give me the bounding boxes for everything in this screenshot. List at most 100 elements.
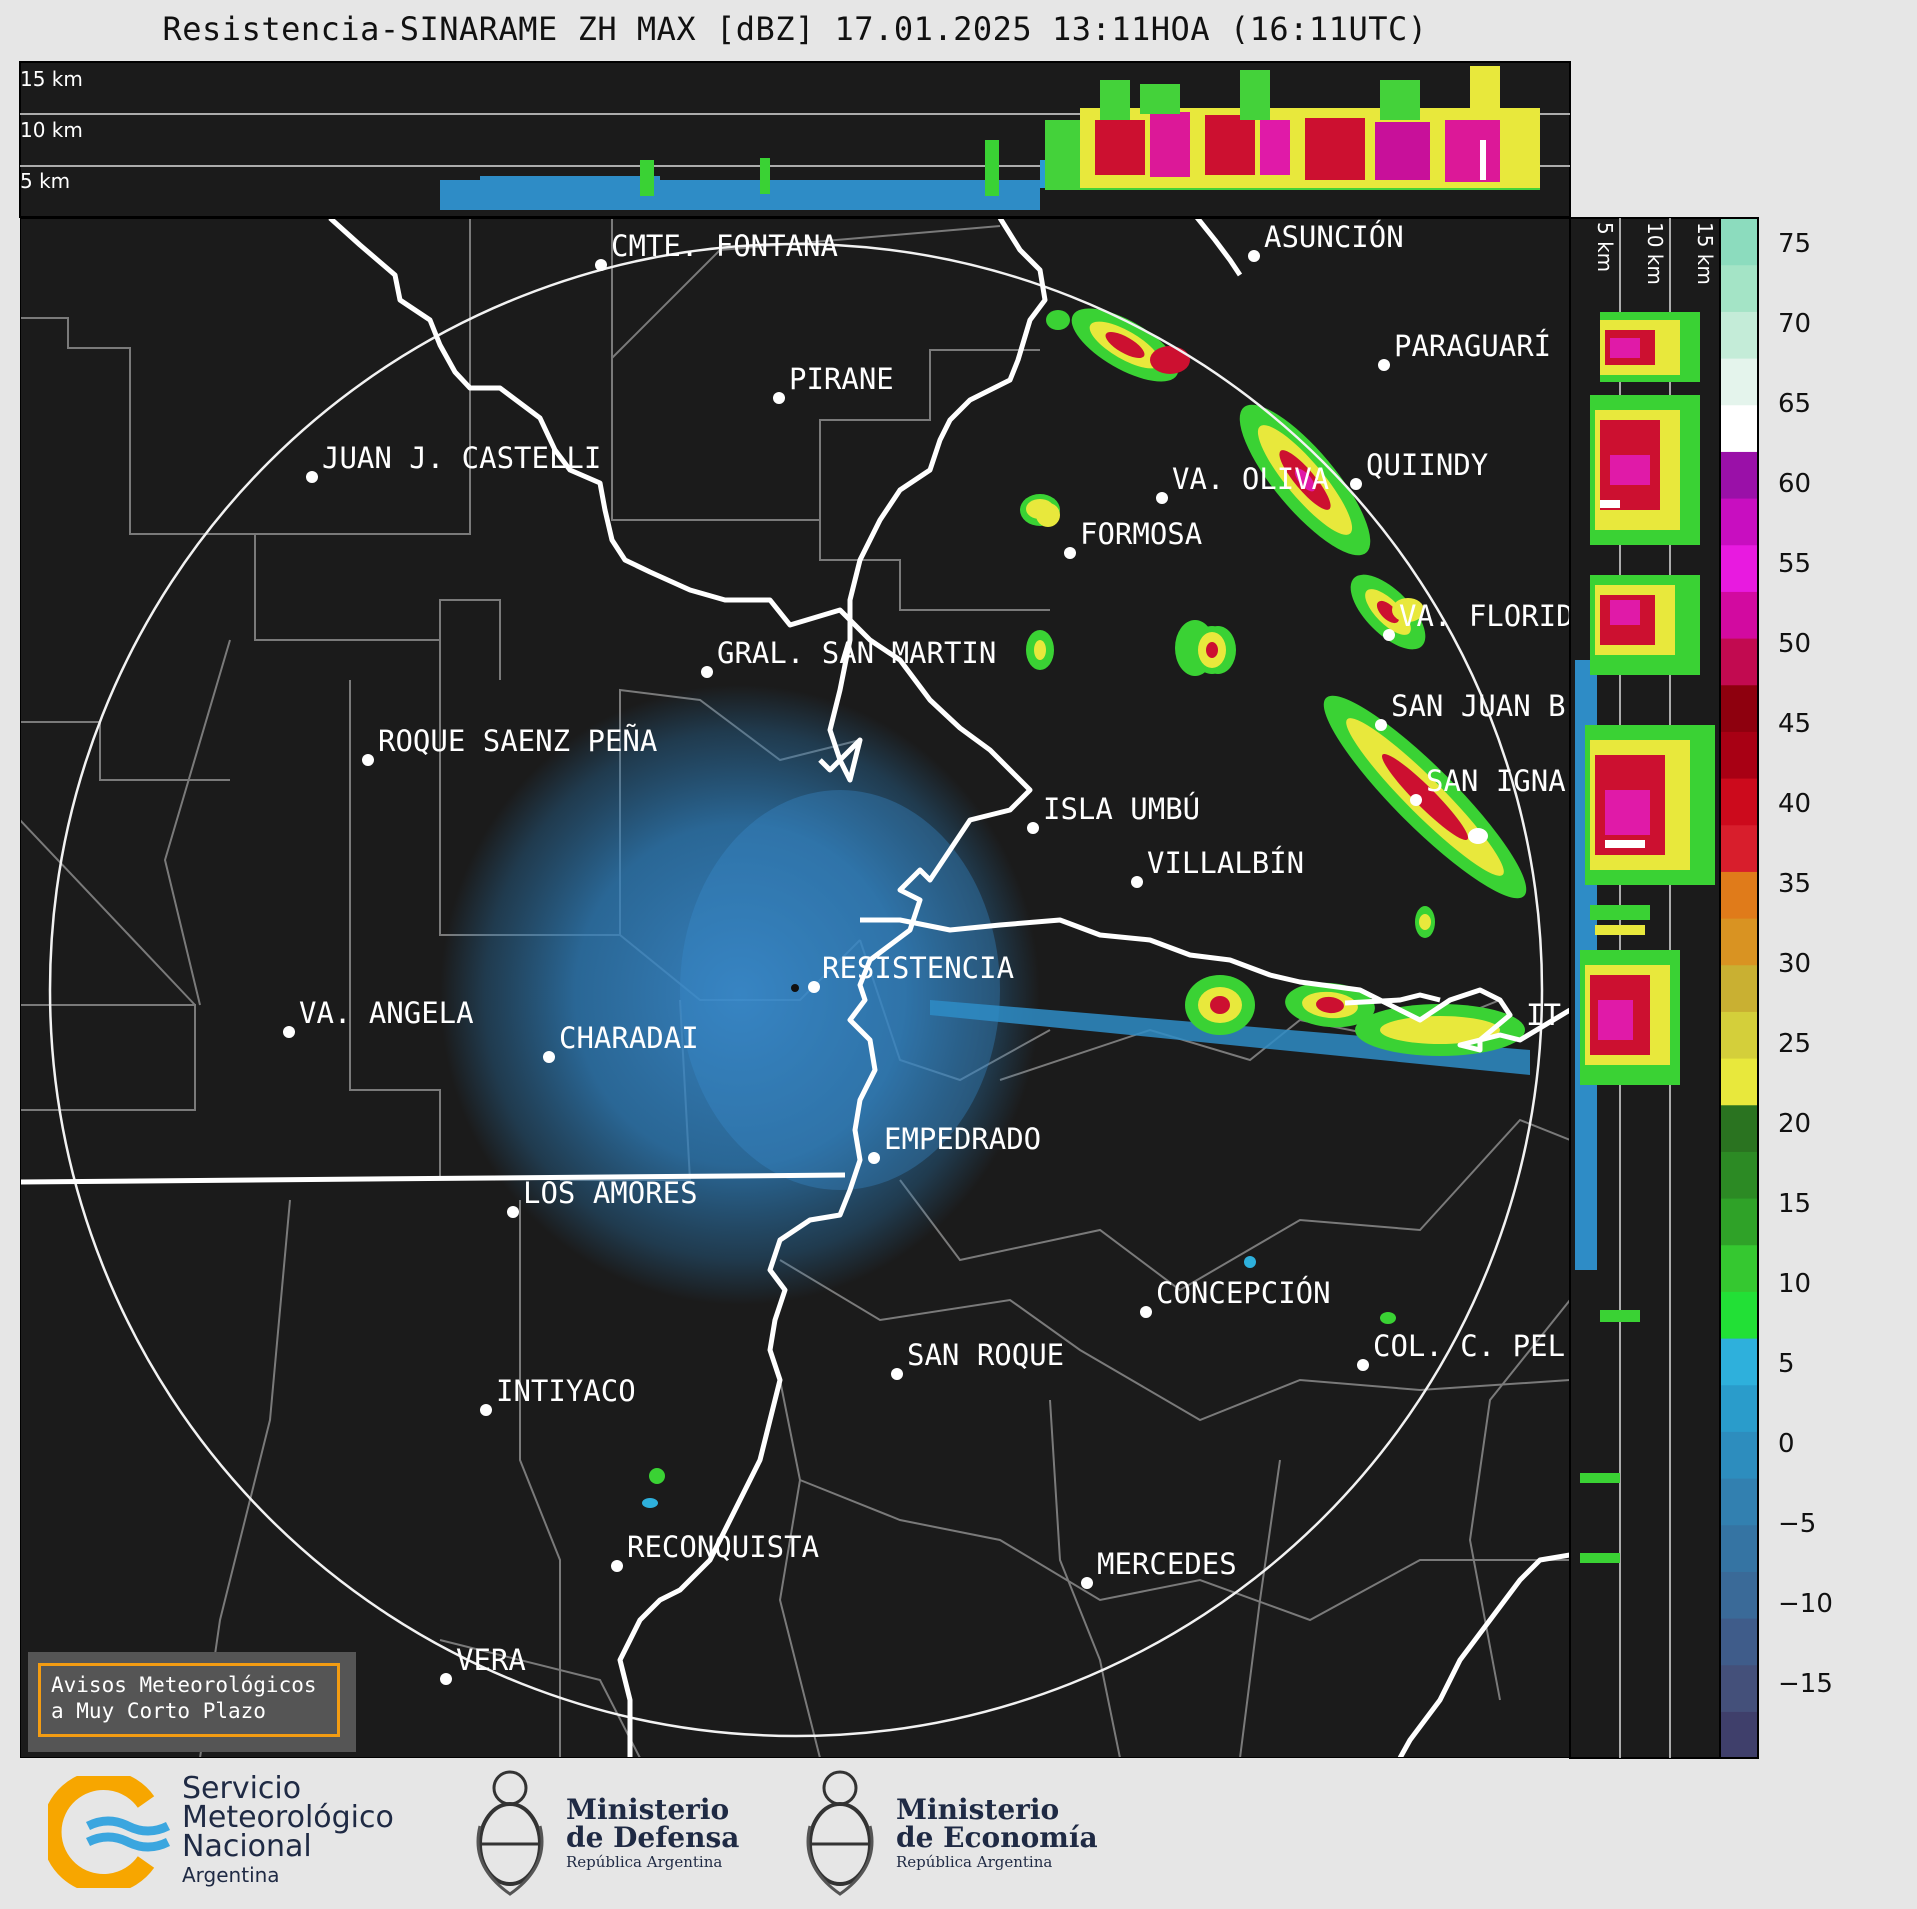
place-label: CONCEPCIÓN — [1156, 1276, 1331, 1310]
place-label: SAN JUAN B — [1391, 689, 1566, 723]
smn-line-3: Nacional — [182, 1829, 312, 1864]
place-label: EMPEDRADO — [884, 1122, 1041, 1156]
top-panel-low-echo — [440, 180, 1040, 210]
warning-line-2: a Muy Corto Plazo — [51, 1699, 266, 1723]
place-label: ISLA UMBÚ — [1043, 792, 1200, 826]
colorbar-swatch — [1720, 684, 1758, 732]
place-label: RESISTENCIA — [822, 951, 1014, 985]
warning-box-border: Avisos Meteorológicos a Muy Corto Plazo — [38, 1663, 340, 1737]
map-title: Resistencia-SINARAME ZH MAX [dBZ] 17.01.… — [162, 10, 1428, 48]
colorbar-tick: 0 — [1778, 1429, 1795, 1459]
place-label: INTIYACO — [496, 1374, 636, 1408]
place-label: GRAL. SAN MARTIN — [717, 636, 996, 670]
place-label: VA. FLORIDA — [1399, 599, 1591, 633]
colorbar-tick: 30 — [1778, 949, 1812, 979]
colorbar-swatch — [1720, 1524, 1758, 1572]
defensa-sub: República Argentina — [566, 1853, 723, 1871]
colorbar-tick: 20 — [1778, 1109, 1812, 1139]
colorbar-swatch — [1720, 731, 1758, 779]
colorbar-swatch — [1720, 451, 1758, 499]
top-panel-label-10: 10 km — [20, 118, 83, 142]
colorbar-swatch — [1720, 1198, 1758, 1246]
colorbar-swatch — [1720, 311, 1758, 359]
footer-logos: Servicio Meteorológico Nacional Argentin… — [0, 1760, 1917, 1909]
colorbar-swatch — [1720, 1431, 1758, 1479]
place-label: PARAGUARÍ — [1394, 329, 1551, 363]
colorbar-swatch — [1720, 1618, 1758, 1666]
colorbar-tick: 65 — [1778, 389, 1812, 419]
economia-sub: República Argentina — [896, 1853, 1053, 1871]
colorbar-swatch — [1720, 218, 1758, 266]
colorbar-tick: −5 — [1778, 1509, 1817, 1539]
place-label: JUAN J. CASTELLI — [322, 441, 601, 475]
colorbar-tick: −10 — [1778, 1589, 1833, 1619]
side-panel-label-10: 10 km — [1643, 222, 1667, 285]
defensa-text: Ministerio de Defensa República Argentin… — [566, 1796, 739, 1872]
colorbar-tick: 15 — [1778, 1189, 1812, 1219]
colorbar-swatch — [1720, 404, 1758, 452]
colorbar-swatch — [1720, 1244, 1758, 1292]
main-map: CMTE. FONTANA PIRANE JUAN J. CASTELLI AS… — [20, 218, 1591, 1758]
place-label: VA. OLIVA — [1172, 462, 1329, 496]
place-label: VILLALBÍN — [1147, 846, 1304, 880]
defensa-line-2: de Defensa — [566, 1821, 740, 1854]
coat-of-arms-icon — [476, 1770, 544, 1896]
economia-line-1: Ministerio — [896, 1793, 1060, 1826]
side-panel-label-15: 15 km — [1693, 222, 1717, 285]
side-panel-storm-band — [1580, 312, 1715, 1563]
colorbar-swatch — [1720, 1384, 1758, 1432]
place-label: SAN IGNA — [1426, 764, 1566, 798]
warning-line-1: Avisos Meteorológicos — [51, 1673, 317, 1697]
ground-clutter-field — [440, 685, 1040, 1305]
place-label: SAN ROQUE — [907, 1338, 1064, 1372]
colorbar-swatch — [1720, 358, 1758, 406]
colorbar-swatch — [1720, 871, 1758, 919]
colorbar-swatch — [1720, 1711, 1758, 1759]
side-panel-label-5: 5 km — [1593, 222, 1617, 272]
colorbar-swatch — [1720, 1664, 1758, 1712]
place-label: COL. C. PEL — [1373, 1329, 1565, 1363]
smn-logo-icon — [48, 1776, 171, 1888]
colorbar-frame — [1719, 217, 1759, 1759]
colorbar-tick: −15 — [1778, 1669, 1833, 1699]
colorbar-tick: 10 — [1778, 1269, 1812, 1299]
place-label: QUIINDY — [1366, 448, 1488, 482]
colorbar-tick: 70 — [1778, 309, 1812, 339]
radar-figure: 15 km 10 km 5 km — [19, 61, 1759, 1759]
place-label: CMTE. FONTANA — [611, 229, 838, 263]
colorbar-swatch — [1720, 544, 1758, 592]
top-cross-section-panel: 15 km 10 km 5 km — [19, 61, 1571, 218]
department-boundaries — [20, 218, 1570, 1758]
borders — [20, 218, 1570, 1758]
colorbar-swatch — [1720, 1338, 1758, 1386]
colorbar-swatch — [1720, 264, 1758, 312]
smn-line-1: Servicio — [182, 1771, 302, 1806]
place-label: VERA — [456, 1643, 526, 1677]
place-labels: CMTE. FONTANA PIRANE JUAN J. CASTELLI AS… — [299, 220, 1591, 1677]
defensa-line-1: Ministerio — [566, 1793, 730, 1826]
place-label: CHARADAI — [559, 1021, 699, 1055]
warning-box[interactable]: Avisos Meteorológicos a Muy Corto Plazo — [28, 1652, 356, 1752]
smn-logo-text: Servicio Meteorológico Nacional Argentin… — [182, 1774, 394, 1890]
colorbar-tick: 45 — [1778, 709, 1812, 739]
colorbar-swatch — [1720, 1058, 1758, 1106]
place-label: PIRANE — [789, 362, 894, 396]
colorbar-tick: 75 — [1778, 229, 1812, 259]
place-label: FORMOSA — [1080, 517, 1202, 551]
colorbar-swatch — [1720, 1571, 1758, 1619]
colorbar-swatch — [1720, 778, 1758, 826]
smn-line-4: Argentina — [182, 1863, 280, 1887]
colorbar-swatch — [1720, 1104, 1758, 1152]
place-label: ROQUE SAENZ PEÑA — [378, 724, 657, 758]
colorbar-swatch — [1720, 824, 1758, 872]
place-label: MERCEDES — [1097, 1547, 1237, 1581]
top-panel-label-5: 5 km — [20, 169, 70, 193]
colorbar-tick: 35 — [1778, 869, 1812, 899]
colorbar-tick: 60 — [1778, 469, 1812, 499]
colorbar-tick: 25 — [1778, 1029, 1812, 1059]
economia-line-2: de Economía — [896, 1821, 1098, 1854]
colorbar — [1719, 217, 1759, 1759]
colorbar-swatch — [1720, 591, 1758, 639]
smn-line-2: Meteorológico — [182, 1800, 394, 1835]
colorbar-swatch — [1720, 638, 1758, 686]
